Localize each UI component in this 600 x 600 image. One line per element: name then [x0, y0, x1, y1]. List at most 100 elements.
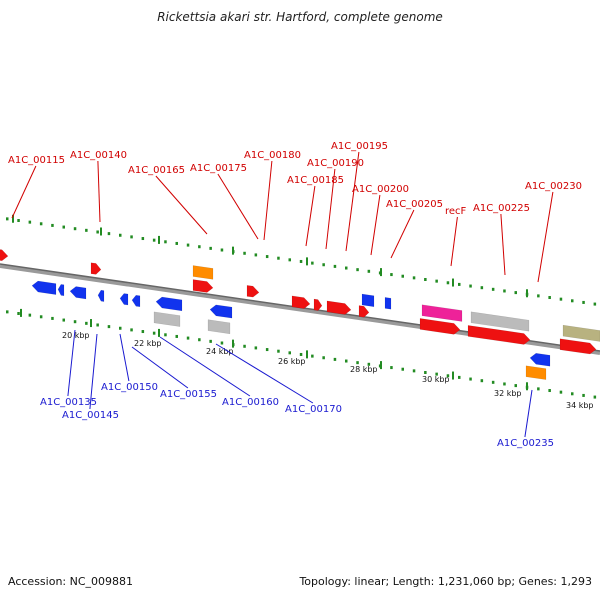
- label-leader-line: [524, 389, 533, 438]
- bottom-guide-tick: [452, 371, 454, 380]
- top-dotted-guide: [85, 228, 88, 232]
- label-leader-line: [155, 175, 208, 235]
- gene-label-bottom: A1C_00155: [160, 389, 217, 400]
- gene-arrow-forward: [291, 295, 311, 309]
- gene-arrow-forward: [326, 300, 352, 315]
- top-dotted-guide: [548, 296, 551, 300]
- top-dotted-guide: [390, 273, 393, 277]
- bottom-dotted-guide: [480, 379, 484, 383]
- top-dotted-guide: [345, 266, 348, 270]
- kbp-tick-label: 20 kbp: [62, 331, 90, 340]
- gene-label-top: A1C_00165: [128, 165, 185, 176]
- gene-arrow-forward: [467, 325, 531, 345]
- bottom-dotted-guide: [198, 338, 201, 342]
- bottom-dotted-guide: [243, 344, 246, 348]
- bottom-guide-tick: [306, 350, 308, 359]
- bottom-dotted-guide: [39, 315, 43, 319]
- top-dotted-guide: [559, 297, 563, 301]
- top-dotted-guide: [593, 302, 597, 306]
- bottom-dotted-guide: [62, 318, 65, 322]
- top-dotted-guide: [175, 241, 178, 245]
- bottom-dotted-guide: [6, 310, 9, 314]
- bottom-dotted-guide: [401, 367, 404, 371]
- bottom-dotted-guide: [17, 312, 20, 316]
- label-leader-line: [217, 173, 259, 240]
- top-dotted-guide: [503, 289, 506, 293]
- label-leader-line: [67, 329, 76, 397]
- top-dotted-guide: [356, 268, 359, 272]
- label-leader-line: [450, 216, 458, 267]
- pseudo-gene: [153, 311, 181, 327]
- rrna-gene: [192, 265, 214, 280]
- top-guide-tick: [100, 227, 102, 236]
- gene-arrow-forward: [313, 298, 323, 311]
- top-dotted-guide: [424, 277, 427, 281]
- top-dotted-guide: [401, 274, 404, 278]
- pseudo-gene: [207, 319, 231, 335]
- bottom-dotted-guide: [299, 352, 303, 356]
- label-leader-line: [97, 160, 101, 223]
- label-leader-line: [89, 333, 98, 410]
- gene-label-top: A1C_00205: [386, 199, 443, 210]
- bottom-dotted-guide: [593, 395, 597, 399]
- label-leader-line: [119, 333, 130, 382]
- bottom-guide-tick: [526, 382, 528, 391]
- bottom-guide-tick: [20, 308, 22, 317]
- gene-label-top: A1C_00225: [473, 203, 530, 214]
- bottom-dotted-guide: [152, 331, 156, 335]
- bottom-dotted-guide: [469, 377, 472, 381]
- top-dotted-guide: [311, 261, 314, 265]
- gene-label-top: A1C_00190: [307, 158, 364, 169]
- gene-label-top: A1C_00175: [190, 163, 247, 174]
- gene-arrow-reverse: [119, 293, 129, 306]
- top-dotted-guide: [571, 299, 574, 303]
- top-guide-tick: [380, 268, 382, 277]
- bottom-dotted-guide: [107, 325, 111, 329]
- gene-label-top: A1C_00185: [287, 175, 344, 186]
- label-leader-line: [11, 165, 37, 219]
- top-dotted-guide: [186, 243, 190, 247]
- label-leader-line: [131, 346, 189, 389]
- top-guide-tick: [232, 246, 234, 255]
- top-dotted-guide: [198, 245, 201, 249]
- top-dotted-guide: [6, 217, 9, 221]
- gene-arrow-reverse: [209, 304, 233, 319]
- bottom-dotted-guide: [571, 392, 574, 396]
- gene-arrow-reverse: [97, 289, 105, 302]
- top-dotted-guide: [367, 269, 371, 273]
- top-dotted-guide: [107, 232, 111, 236]
- top-dotted-guide: [39, 222, 43, 226]
- top-dotted-guide: [537, 294, 540, 298]
- top-dotted-guide: [96, 230, 99, 234]
- bottom-dotted-guide: [333, 357, 337, 361]
- genome-summary-text: Topology: linear; Length: 1,231,060 bp; …: [299, 575, 592, 588]
- top-dotted-guide: [491, 287, 495, 291]
- top-dotted-guide: [458, 282, 461, 286]
- top-dotted-guide: [141, 237, 145, 241]
- top-dotted-guide: [582, 300, 585, 304]
- gene-label-bottom: A1C_00135: [40, 397, 97, 408]
- top-dotted-guide: [480, 286, 484, 290]
- bottom-dotted-guide: [356, 361, 359, 365]
- label-leader-line: [215, 343, 314, 404]
- gene-arrow-forward: [246, 285, 260, 298]
- top-dotted-guide: [119, 233, 122, 237]
- top-dotted-guide: [322, 263, 325, 267]
- bottom-dotted-guide: [582, 393, 585, 397]
- label-leader-line: [370, 194, 381, 256]
- gene-label-top: A1C_00140: [70, 150, 127, 161]
- gene-arrow-reverse: [155, 296, 183, 312]
- label-leader-line: [263, 160, 273, 241]
- bottom-dotted-guide: [288, 351, 291, 355]
- top-guide-tick: [158, 235, 160, 244]
- bottom-dotted-guide: [424, 370, 427, 374]
- accession-text: Accession: NC_009881: [8, 575, 134, 588]
- map-title: Rickettsia akari str. Hartford, complete…: [157, 10, 443, 24]
- gene-label-top: recF: [445, 206, 467, 217]
- gene-box: [361, 293, 375, 308]
- rrna-gene: [525, 365, 547, 380]
- gene-label-bottom: A1C_00145: [62, 410, 119, 421]
- label-leader-line: [390, 209, 415, 259]
- top-dotted-guide: [152, 238, 156, 242]
- bottom-dotted-guide: [277, 349, 280, 353]
